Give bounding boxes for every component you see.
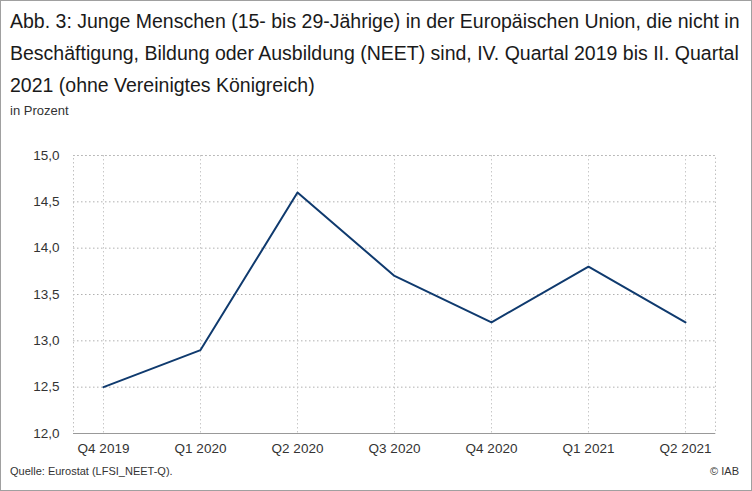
svg-text:Q4 2020: Q4 2020 [466, 441, 518, 456]
svg-text:14,0: 14,0 [33, 240, 59, 255]
svg-text:Q1 2021: Q1 2021 [563, 441, 615, 456]
html-text:Quelle: Eurostat (LFSI_NEET-Q): Quelle: Eurostat (LFSI_NEET-Q). [10, 465, 173, 477]
svg-text:14,5: 14,5 [33, 194, 59, 209]
svg-text:12,5: 12,5 [33, 379, 59, 394]
svg-text:Q4 2019: Q4 2019 [78, 441, 130, 456]
svg-text:12,0: 12,0 [33, 426, 59, 441]
svg-text:13,5: 13,5 [33, 287, 59, 302]
html-text:© IAB: © IAB [710, 465, 739, 477]
html-text:in Prozent: in Prozent [10, 103, 69, 118]
html-text:Abb. 3: Junge Menschen (15- bi: Abb. 3: Junge Menschen (15- bis 29-Jähri… [10, 10, 740, 96]
svg-text:15,0: 15,0 [33, 148, 59, 163]
svg-text:Q3 2020: Q3 2020 [369, 441, 421, 456]
svg-text:Q2 2021: Q2 2021 [660, 441, 712, 456]
svg-text:Q1 2020: Q1 2020 [175, 441, 227, 456]
svg-text:13,0: 13,0 [33, 333, 59, 348]
svg-text:Q2 2020: Q2 2020 [272, 441, 324, 456]
